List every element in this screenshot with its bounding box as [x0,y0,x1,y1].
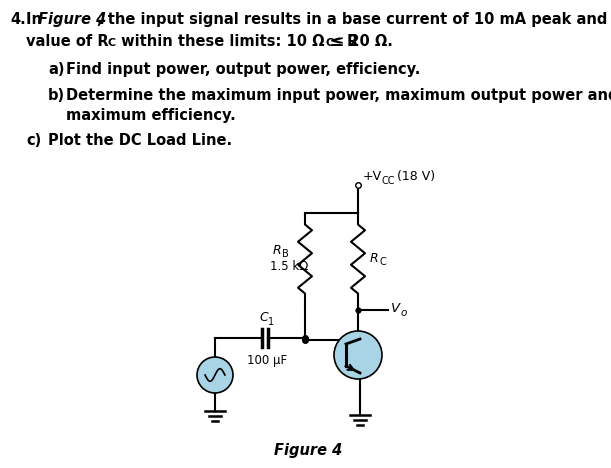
Text: b): b) [48,88,65,103]
Text: C: C [379,257,386,267]
Text: value of R: value of R [26,34,109,49]
Text: within these limits: 10 Ω ≤ R: within these limits: 10 Ω ≤ R [116,34,358,49]
Text: 1: 1 [268,317,274,327]
Text: o: o [401,308,408,318]
Text: 100 μF: 100 μF [247,354,287,367]
Text: C: C [108,38,116,48]
Text: R: R [273,244,282,257]
Text: (18 V): (18 V) [393,170,435,183]
Circle shape [197,357,233,393]
Text: Determine the maximum input power, maximum output power and: Determine the maximum input power, maxim… [66,88,611,103]
Text: Figure 4: Figure 4 [38,12,106,27]
Text: In: In [26,12,47,27]
Text: Plot the DC Load Line.: Plot the DC Load Line. [48,133,232,148]
Text: V: V [391,302,400,315]
Text: maximum efficiency.: maximum efficiency. [66,108,236,123]
Text: +V: +V [363,170,382,183]
Text: CC: CC [381,176,395,186]
Text: C: C [259,311,268,324]
Text: 4.: 4. [10,12,26,27]
Text: R: R [370,253,379,265]
Text: 1.5 kΩ: 1.5 kΩ [270,261,309,273]
Text: B: B [282,249,289,259]
Text: Figure 4: Figure 4 [274,443,342,458]
Text: , the input signal results in a base current of 10 mA peak and choose any: , the input signal results in a base cur… [97,12,611,27]
Text: Find input power, output power, efficiency.: Find input power, output power, efficien… [66,62,420,77]
Text: ≤ 20 Ω.: ≤ 20 Ω. [332,34,393,49]
Circle shape [334,331,382,379]
Text: C: C [325,38,333,48]
Text: c): c) [26,133,42,148]
Text: a): a) [48,62,65,77]
